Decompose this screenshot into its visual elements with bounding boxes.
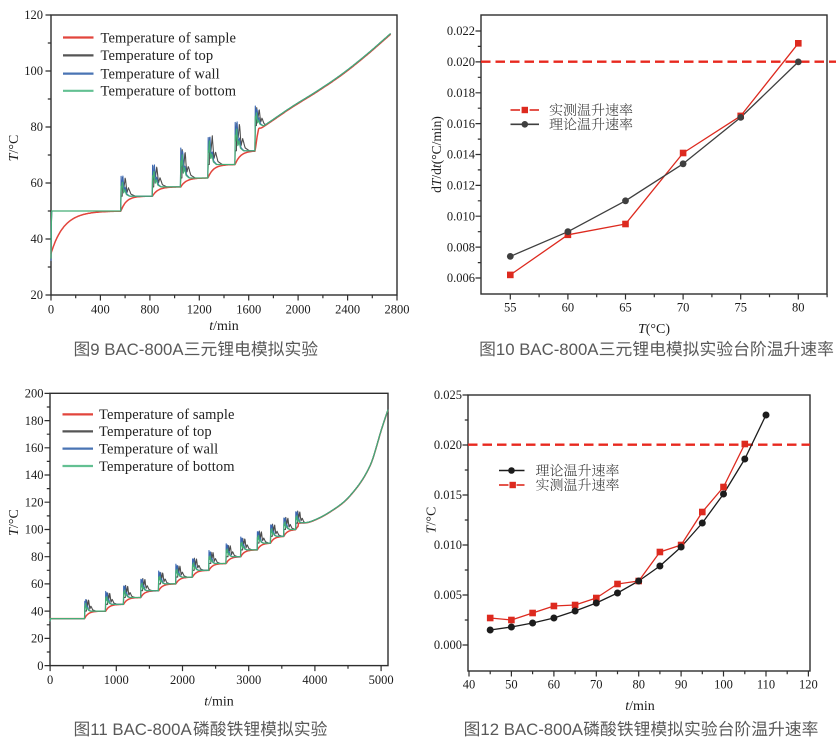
svg-text:80: 80: [31, 120, 44, 134]
svg-text:60: 60: [31, 176, 44, 190]
svg-text:T/°C: T/°C: [7, 135, 22, 162]
svg-text:0.000: 0.000: [434, 638, 462, 652]
svg-text:T(°C): T(°C): [638, 322, 670, 337]
svg-text:80: 80: [31, 550, 44, 564]
svg-text:11 BAC-800A: 11 BAC-800A: [90, 720, 192, 739]
svg-text:t/min: t/min: [204, 695, 234, 710]
svg-text:0: 0: [48, 303, 54, 317]
svg-text:0.010: 0.010: [447, 209, 475, 223]
svg-text:100: 100: [25, 523, 44, 537]
svg-text:0.014: 0.014: [447, 148, 476, 162]
svg-text:70: 70: [590, 678, 603, 692]
svg-text:Temperature of wall: Temperature of wall: [101, 66, 220, 82]
svg-text:110: 110: [757, 678, 775, 692]
svg-text:100: 100: [714, 678, 733, 692]
svg-text:Temperature of sample: Temperature of sample: [99, 407, 235, 423]
svg-text:90: 90: [675, 678, 688, 692]
svg-text:40: 40: [31, 604, 44, 618]
svg-text:9 BAC-800A: 9 BAC-800A: [90, 340, 184, 359]
svg-text:200: 200: [25, 387, 44, 401]
svg-text:4000: 4000: [302, 673, 327, 687]
svg-text:160: 160: [25, 441, 44, 455]
svg-text:55: 55: [504, 301, 517, 315]
svg-text:t/min: t/min: [209, 319, 239, 334]
svg-text:80: 80: [792, 301, 805, 315]
svg-text:40: 40: [31, 232, 44, 246]
svg-text:12 BAC-800A: 12 BAC-800A: [480, 720, 583, 739]
svg-text:1200: 1200: [187, 303, 212, 317]
svg-text:0.022: 0.022: [447, 24, 475, 38]
svg-text:0.005: 0.005: [434, 588, 462, 602]
svg-text:65: 65: [619, 301, 632, 315]
svg-text:Temperature of bottom: Temperature of bottom: [101, 84, 237, 100]
svg-text:2400: 2400: [335, 303, 360, 317]
svg-text:3000: 3000: [236, 673, 261, 687]
svg-text:2000: 2000: [170, 673, 195, 687]
svg-text:0.008: 0.008: [447, 240, 475, 254]
svg-text:0.016: 0.016: [447, 117, 475, 131]
svg-text:Temperature of sample: Temperature of sample: [101, 30, 237, 46]
svg-text:t/min: t/min: [625, 699, 655, 714]
svg-text:T/°C: T/°C: [425, 507, 440, 534]
svg-text:0.025: 0.025: [434, 388, 462, 402]
svg-text:60: 60: [562, 301, 575, 315]
svg-text:120: 120: [24, 8, 43, 22]
svg-text:0.020: 0.020: [434, 438, 462, 452]
svg-text:0.015: 0.015: [434, 488, 462, 502]
svg-text:20: 20: [31, 288, 44, 302]
svg-text:0: 0: [47, 673, 53, 687]
svg-text:400: 400: [91, 303, 110, 317]
svg-text:T/°C: T/°C: [7, 509, 22, 536]
svg-text:2800: 2800: [385, 303, 410, 317]
svg-text:70: 70: [677, 301, 690, 315]
svg-text:120: 120: [25, 495, 44, 509]
svg-text:1000: 1000: [104, 673, 129, 687]
svg-text:40: 40: [463, 678, 476, 692]
svg-text:800: 800: [141, 303, 160, 317]
svg-text:0.010: 0.010: [434, 538, 462, 552]
svg-text:10 BAC-800A: 10 BAC-800A: [496, 340, 599, 359]
svg-text:180: 180: [25, 414, 44, 428]
svg-text:60: 60: [548, 678, 561, 692]
svg-text:0.006: 0.006: [447, 271, 475, 285]
svg-text:50: 50: [505, 678, 518, 692]
svg-text:Temperature of wall: Temperature of wall: [99, 441, 218, 457]
svg-text:100: 100: [24, 64, 43, 78]
svg-text:0: 0: [37, 659, 43, 673]
svg-text:5000: 5000: [369, 673, 394, 687]
svg-text:Temperature of bottom: Temperature of bottom: [99, 459, 235, 475]
svg-text:2000: 2000: [286, 303, 311, 317]
svg-text:1600: 1600: [236, 303, 261, 317]
svg-text:dT/dt(°C/min): dT/dt(°C/min): [429, 116, 444, 193]
svg-text:Temperature of top: Temperature of top: [101, 48, 214, 64]
svg-text:80: 80: [632, 678, 645, 692]
svg-text:75: 75: [734, 301, 747, 315]
svg-text:0.012: 0.012: [447, 179, 475, 193]
svg-text:120: 120: [799, 678, 818, 692]
svg-text:Temperature of top: Temperature of top: [99, 424, 212, 440]
svg-text:0.018: 0.018: [447, 86, 475, 100]
svg-text:140: 140: [25, 468, 44, 482]
svg-text:20: 20: [31, 632, 44, 646]
svg-text:0.020: 0.020: [447, 55, 475, 69]
svg-text:60: 60: [31, 577, 44, 591]
